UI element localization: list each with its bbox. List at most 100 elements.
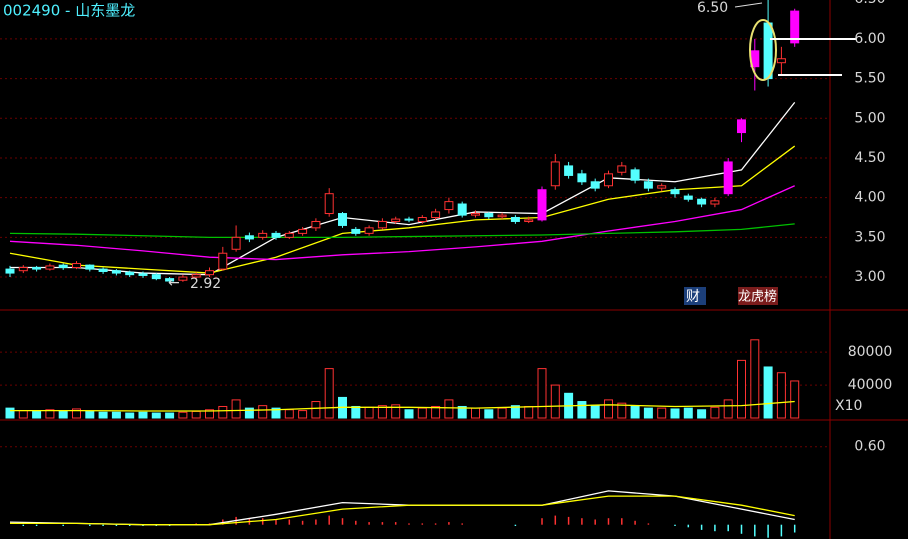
candle-body <box>471 213 480 216</box>
candle-body <box>218 252 228 270</box>
indicator-line <box>10 495 795 526</box>
candle-body <box>737 119 746 134</box>
high-annotation: 6.50 <box>697 0 728 16</box>
candle-body <box>98 268 108 272</box>
volume-bar <box>697 409 707 419</box>
volume-bar <box>484 409 494 419</box>
marks <box>0 0 830 538</box>
annotation-arrow <box>734 2 763 8</box>
volume-bar <box>324 368 334 419</box>
volume-bar <box>577 401 587 419</box>
volume-bar <box>125 412 135 419</box>
candle-body <box>191 274 201 278</box>
volume-bar <box>178 411 188 419</box>
y-tick-label: 5.00 <box>854 110 885 126</box>
candle-body <box>125 271 135 276</box>
volume-bar <box>218 405 228 419</box>
volume-bar <box>710 406 720 419</box>
volume-bar <box>351 405 361 419</box>
y-tick-label: 3.00 <box>854 269 885 285</box>
candle-body <box>351 228 361 234</box>
volume-bar <box>138 411 148 419</box>
volume-bar <box>72 408 81 419</box>
indicator-line <box>10 400 795 412</box>
volume-bar <box>111 411 121 419</box>
volume-bar <box>165 412 175 419</box>
volume-bar <box>630 405 640 419</box>
volume-bar <box>670 408 680 419</box>
candle-body <box>324 193 334 215</box>
candle-body <box>723 161 733 195</box>
volume-bar <box>85 410 95 419</box>
candle-body <box>537 189 547 221</box>
volume-bar <box>98 411 108 419</box>
candle-body <box>484 213 494 218</box>
candle-body <box>683 195 693 200</box>
volume-bar <box>364 406 374 419</box>
volume-bar <box>657 407 667 419</box>
candle-body <box>604 173 613 187</box>
volume-bar <box>404 409 414 419</box>
volume-bar <box>151 412 161 419</box>
volume-bar <box>258 405 268 419</box>
volume-bar <box>776 372 786 419</box>
volume-bar <box>377 405 387 419</box>
candle-body <box>564 165 574 176</box>
candle-body <box>510 217 520 222</box>
candle-body <box>5 268 15 274</box>
candle-body <box>790 10 800 44</box>
volume-bar <box>723 399 733 419</box>
ranking-badge[interactable]: 龙虎榜 <box>738 289 777 305</box>
volume-bar <box>617 402 627 419</box>
volume-bar <box>271 407 281 419</box>
volume-bar <box>391 404 401 419</box>
low-annotation: 2.92 <box>190 276 221 292</box>
volume-bar <box>417 407 427 419</box>
y-tick-label: 0.60 <box>854 439 885 455</box>
candle-body <box>377 220 387 229</box>
candle-body <box>151 274 161 280</box>
candle-body <box>244 235 254 240</box>
candle-body <box>165 278 175 282</box>
candle-body <box>258 232 268 238</box>
candle-body <box>311 220 321 229</box>
volume-bar <box>550 384 560 419</box>
y-tick-label: 3.50 <box>854 229 885 245</box>
candle-body <box>710 200 720 205</box>
candle-body <box>18 267 28 272</box>
candle-body <box>630 169 640 181</box>
highlight-ellipse <box>749 19 777 81</box>
volume-bar <box>431 405 441 419</box>
volume-bar <box>510 405 520 419</box>
candle-body <box>431 211 441 219</box>
volume-bar <box>311 401 321 419</box>
y-tick-label: 4.00 <box>854 190 885 206</box>
candle-body <box>58 264 68 269</box>
indicator-line <box>9 223 795 239</box>
indicator-line <box>9 185 795 261</box>
y-tick-label: 6.00 <box>854 31 885 47</box>
y-tick-label: 6.50 <box>854 0 885 7</box>
candle-body <box>391 218 401 222</box>
low-arrow: ← <box>168 275 180 291</box>
candle-body <box>577 173 587 183</box>
volume-unit: X10 <box>835 398 862 414</box>
badge-bg[interactable] <box>684 287 706 305</box>
candle-body <box>550 161 560 187</box>
badge-bg[interactable] <box>738 287 778 305</box>
candle-body <box>657 185 667 189</box>
candle-body <box>364 227 374 234</box>
candle-body <box>231 236 241 250</box>
candle-body <box>457 203 467 216</box>
candle-body <box>776 58 786 64</box>
candle-body <box>72 263 81 269</box>
candle-body <box>178 276 188 281</box>
finance-badge[interactable]: 财 <box>686 289 700 305</box>
volume-bar <box>18 410 28 419</box>
y-tick-label: 5.50 <box>854 71 885 87</box>
volume-bar <box>5 407 15 419</box>
volume-bar <box>298 410 308 419</box>
volume-bar <box>45 409 55 419</box>
